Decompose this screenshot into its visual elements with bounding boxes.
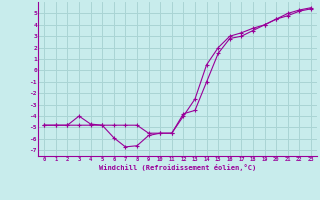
X-axis label: Windchill (Refroidissement éolien,°C): Windchill (Refroidissement éolien,°C)	[99, 164, 256, 171]
